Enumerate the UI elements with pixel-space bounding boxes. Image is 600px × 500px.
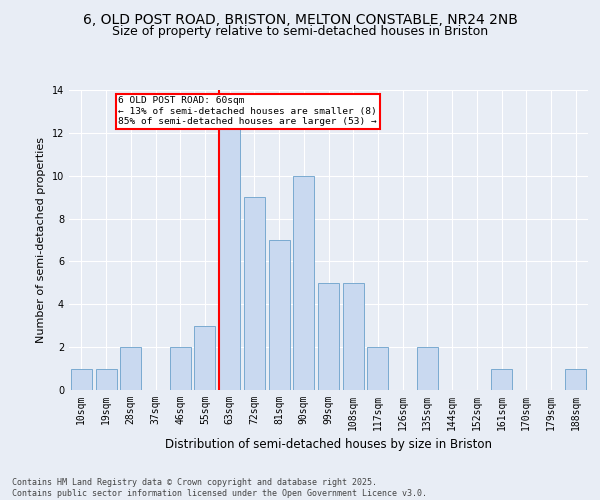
Bar (417, 347, 438, 390)
Bar (367, 347, 388, 390)
Bar (343, 283, 364, 390)
Bar (318, 283, 339, 390)
Bar (244, 197, 265, 390)
Bar (293, 176, 314, 390)
Text: Size of property relative to semi-detached houses in Briston: Size of property relative to semi-detach… (112, 25, 488, 38)
Bar (95, 368, 116, 390)
Text: Contains HM Land Registry data © Crown copyright and database right 2025.
Contai: Contains HM Land Registry data © Crown c… (12, 478, 427, 498)
Text: 6, OLD POST ROAD, BRISTON, MELTON CONSTABLE, NR24 2NB: 6, OLD POST ROAD, BRISTON, MELTON CONSTA… (83, 12, 517, 26)
Text: 6 OLD POST ROAD: 60sqm
← 13% of semi-detached houses are smaller (8)
85% of semi: 6 OLD POST ROAD: 60sqm ← 13% of semi-det… (118, 96, 377, 126)
Bar (219, 112, 240, 390)
Bar (269, 240, 290, 390)
Bar (491, 368, 512, 390)
Bar (194, 326, 215, 390)
Bar (565, 368, 586, 390)
Bar (170, 347, 191, 390)
Y-axis label: Number of semi-detached properties: Number of semi-detached properties (36, 137, 46, 343)
Bar (71, 368, 92, 390)
Bar (120, 347, 141, 390)
X-axis label: Distribution of semi-detached houses by size in Briston: Distribution of semi-detached houses by … (165, 438, 492, 452)
